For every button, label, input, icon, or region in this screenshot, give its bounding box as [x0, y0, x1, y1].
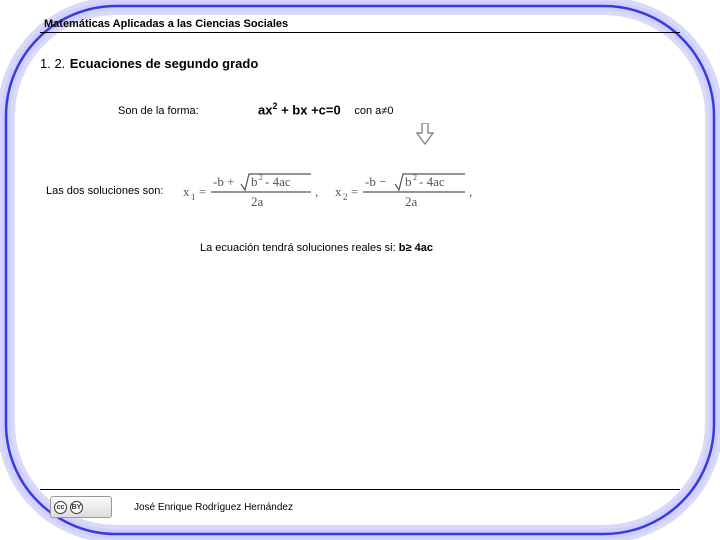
- quadratic-formula: x1 = -b + b2 - 4ac 2a , x2 = -b − b2 - 4…: [183, 170, 503, 212]
- solutions-row: Las dos soluciones son: x1 = -b + b2 - 4…: [46, 170, 680, 212]
- svg-text:b: b: [405, 174, 412, 189]
- svg-text:2: 2: [343, 192, 348, 202]
- svg-text:=: =: [199, 184, 206, 199]
- equation-row: Son de la forma: ax2 + bx +c=0 con a≠0: [118, 101, 680, 117]
- svg-text:2a: 2a: [405, 194, 418, 209]
- section-heading: 1. 2. Ecuaciones de segundo grado: [40, 55, 680, 73]
- cc-license-badge: cc BY: [50, 496, 112, 518]
- section-number: 1. 2.: [40, 56, 65, 71]
- author-name: José Enrique Rodríguez Hernández: [134, 502, 293, 513]
- svg-text:=: =: [351, 184, 358, 199]
- svg-text:- 4ac: - 4ac: [419, 174, 445, 189]
- real-4ac: 4ac: [412, 242, 433, 254]
- header-divider: [40, 32, 680, 33]
- real-cond: b≥ 4ac: [399, 242, 433, 254]
- svg-text:x: x: [335, 184, 342, 199]
- svg-text:-b −: -b −: [365, 174, 386, 189]
- section-title: Ecuaciones de segundo grado: [70, 56, 259, 71]
- eq-rest: + bx +c=0: [277, 102, 340, 117]
- svg-text:b: b: [251, 174, 258, 189]
- svg-text:1: 1: [191, 192, 196, 202]
- svg-text:,: ,: [469, 184, 472, 199]
- cc-by-icon: BY: [70, 501, 83, 514]
- svg-text:2: 2: [413, 173, 417, 182]
- svg-text:-b +: -b +: [213, 174, 234, 189]
- svg-text:2a: 2a: [251, 194, 264, 209]
- cc-icon: cc: [54, 501, 67, 514]
- quadratic-equation: ax2 + bx +c=0 con a≠0: [258, 101, 393, 117]
- solutions-label: Las dos soluciones son:: [46, 185, 163, 197]
- arrow-down-icon: [416, 123, 434, 145]
- cond-zero: 0: [387, 105, 393, 117]
- equation-condition: con a≠0: [354, 105, 393, 117]
- footer-divider: [40, 489, 680, 490]
- real-text: La ecuación tendrá soluciones reales si:: [200, 242, 396, 254]
- svg-text:x: x: [183, 184, 190, 199]
- svg-text:2: 2: [259, 173, 263, 182]
- svg-text:- 4ac: - 4ac: [265, 174, 291, 189]
- svg-text:,: ,: [315, 184, 318, 199]
- arrow-down: [170, 123, 680, 150]
- header-title: Matemáticas Aplicadas a las Ciencias Soc…: [44, 18, 680, 30]
- real-solutions-condition: La ecuación tendrá soluciones reales si:…: [200, 242, 680, 254]
- form-label: Son de la forma:: [118, 105, 258, 117]
- eq-a: ax: [258, 102, 272, 117]
- cond-prefix: con a: [354, 105, 381, 117]
